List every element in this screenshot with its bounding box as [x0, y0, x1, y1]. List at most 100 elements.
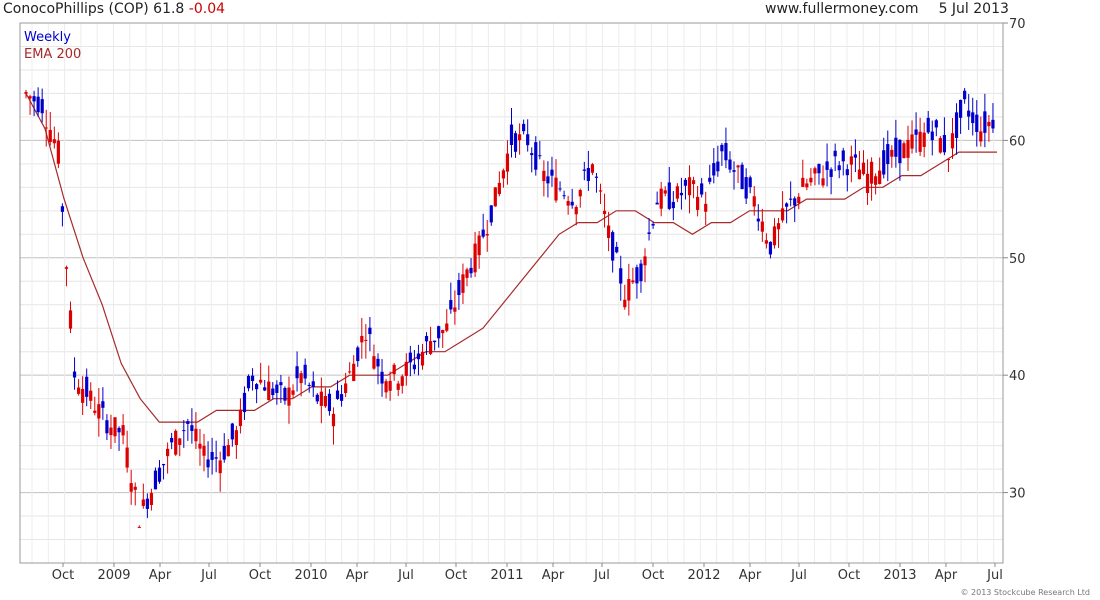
bar-body	[230, 423, 234, 440]
price-bar	[635, 264, 639, 299]
price-bar	[52, 126, 56, 149]
bar-body	[708, 177, 712, 182]
price-bar	[89, 382, 93, 410]
bar-body	[946, 159, 951, 161]
price-bar	[902, 141, 906, 159]
source-site: www.fullermoney.com	[765, 1, 919, 17]
bar-body	[85, 376, 89, 397]
price-bar	[768, 241, 773, 259]
bar-body	[198, 443, 202, 449]
price-bar	[105, 414, 109, 441]
price-bar	[522, 119, 526, 135]
price-bar	[780, 191, 785, 223]
bar-body	[299, 373, 303, 384]
bar-body	[566, 201, 570, 206]
price-bar	[291, 384, 295, 398]
bar-body	[174, 430, 178, 455]
bar-body	[861, 162, 866, 175]
price-bar	[113, 417, 117, 443]
x-tick-label: Oct	[838, 568, 860, 583]
bar-body	[724, 143, 728, 161]
bar-body	[125, 447, 129, 468]
price-bar	[611, 230, 615, 273]
bar-body	[89, 390, 93, 401]
price-bar	[64, 265, 69, 287]
price-bar	[882, 137, 886, 179]
bar-body	[441, 329, 445, 334]
bar-body	[477, 235, 481, 256]
price-bar	[56, 132, 60, 169]
bar-body	[971, 112, 975, 124]
price-bar	[364, 324, 368, 359]
price-bar	[465, 267, 469, 287]
price-bar	[898, 139, 902, 181]
bar-body	[732, 170, 736, 172]
x-tick-label: 2012	[687, 568, 720, 583]
bar-body	[570, 201, 574, 206]
bar-body	[372, 356, 376, 369]
price-bar	[32, 90, 36, 117]
price-bar	[566, 195, 570, 215]
bar-body	[534, 142, 538, 170]
price-bar	[517, 123, 522, 155]
bar-body	[501, 170, 506, 179]
bar-body	[109, 427, 113, 436]
price-bar	[170, 432, 174, 450]
bar-body	[210, 451, 214, 460]
price-bar	[922, 122, 926, 158]
price-bar	[238, 398, 243, 434]
bar-body	[801, 177, 805, 187]
bar-body	[194, 428, 198, 442]
bar-body	[68, 310, 73, 329]
price-bar	[760, 208, 764, 242]
bar-body	[72, 371, 77, 378]
price-bar	[772, 218, 777, 249]
price-bar	[497, 171, 501, 197]
bar-body	[28, 96, 32, 99]
bar-body	[550, 169, 554, 176]
bar-body	[744, 177, 748, 199]
price-bar	[797, 193, 801, 210]
price-bar	[259, 362, 263, 385]
bar-body	[853, 154, 857, 158]
price-bar	[97, 388, 101, 437]
bar-body	[52, 139, 56, 144]
price-bar	[263, 380, 267, 392]
bar-body	[60, 206, 65, 212]
price-bar	[708, 164, 712, 185]
price-bar	[869, 157, 874, 201]
price-bar	[639, 259, 643, 293]
bar-body	[40, 99, 44, 114]
bar-body	[526, 134, 530, 146]
bar-body	[396, 383, 400, 390]
price-bar	[728, 151, 732, 173]
price-bar	[469, 258, 473, 278]
bar-body	[307, 384, 311, 386]
bar-body	[598, 190, 603, 192]
price-bar	[125, 430, 129, 473]
bar-body	[712, 163, 716, 176]
price-bar	[910, 120, 914, 154]
price-bar	[958, 99, 963, 134]
price-bar	[950, 118, 955, 159]
bar-body	[934, 120, 938, 128]
price-bar	[141, 483, 145, 509]
x-tick-label: Jul	[200, 568, 217, 583]
x-tick-label: Oct	[249, 568, 271, 583]
bar-body	[400, 376, 404, 386]
bar-body	[967, 110, 971, 117]
bar-body	[639, 263, 643, 282]
bar-body	[295, 366, 299, 379]
bar-body	[849, 156, 853, 165]
bar-body	[874, 176, 878, 185]
bar-body	[360, 335, 364, 343]
bar-body	[752, 196, 756, 207]
bar-body	[437, 326, 441, 339]
price-bar	[242, 386, 247, 420]
bar-body	[335, 390, 340, 399]
bar-body	[202, 445, 206, 456]
x-tick-label: Oct	[52, 568, 74, 583]
bar-body	[319, 391, 323, 406]
price-bar	[554, 159, 558, 203]
bar-body	[481, 229, 485, 237]
